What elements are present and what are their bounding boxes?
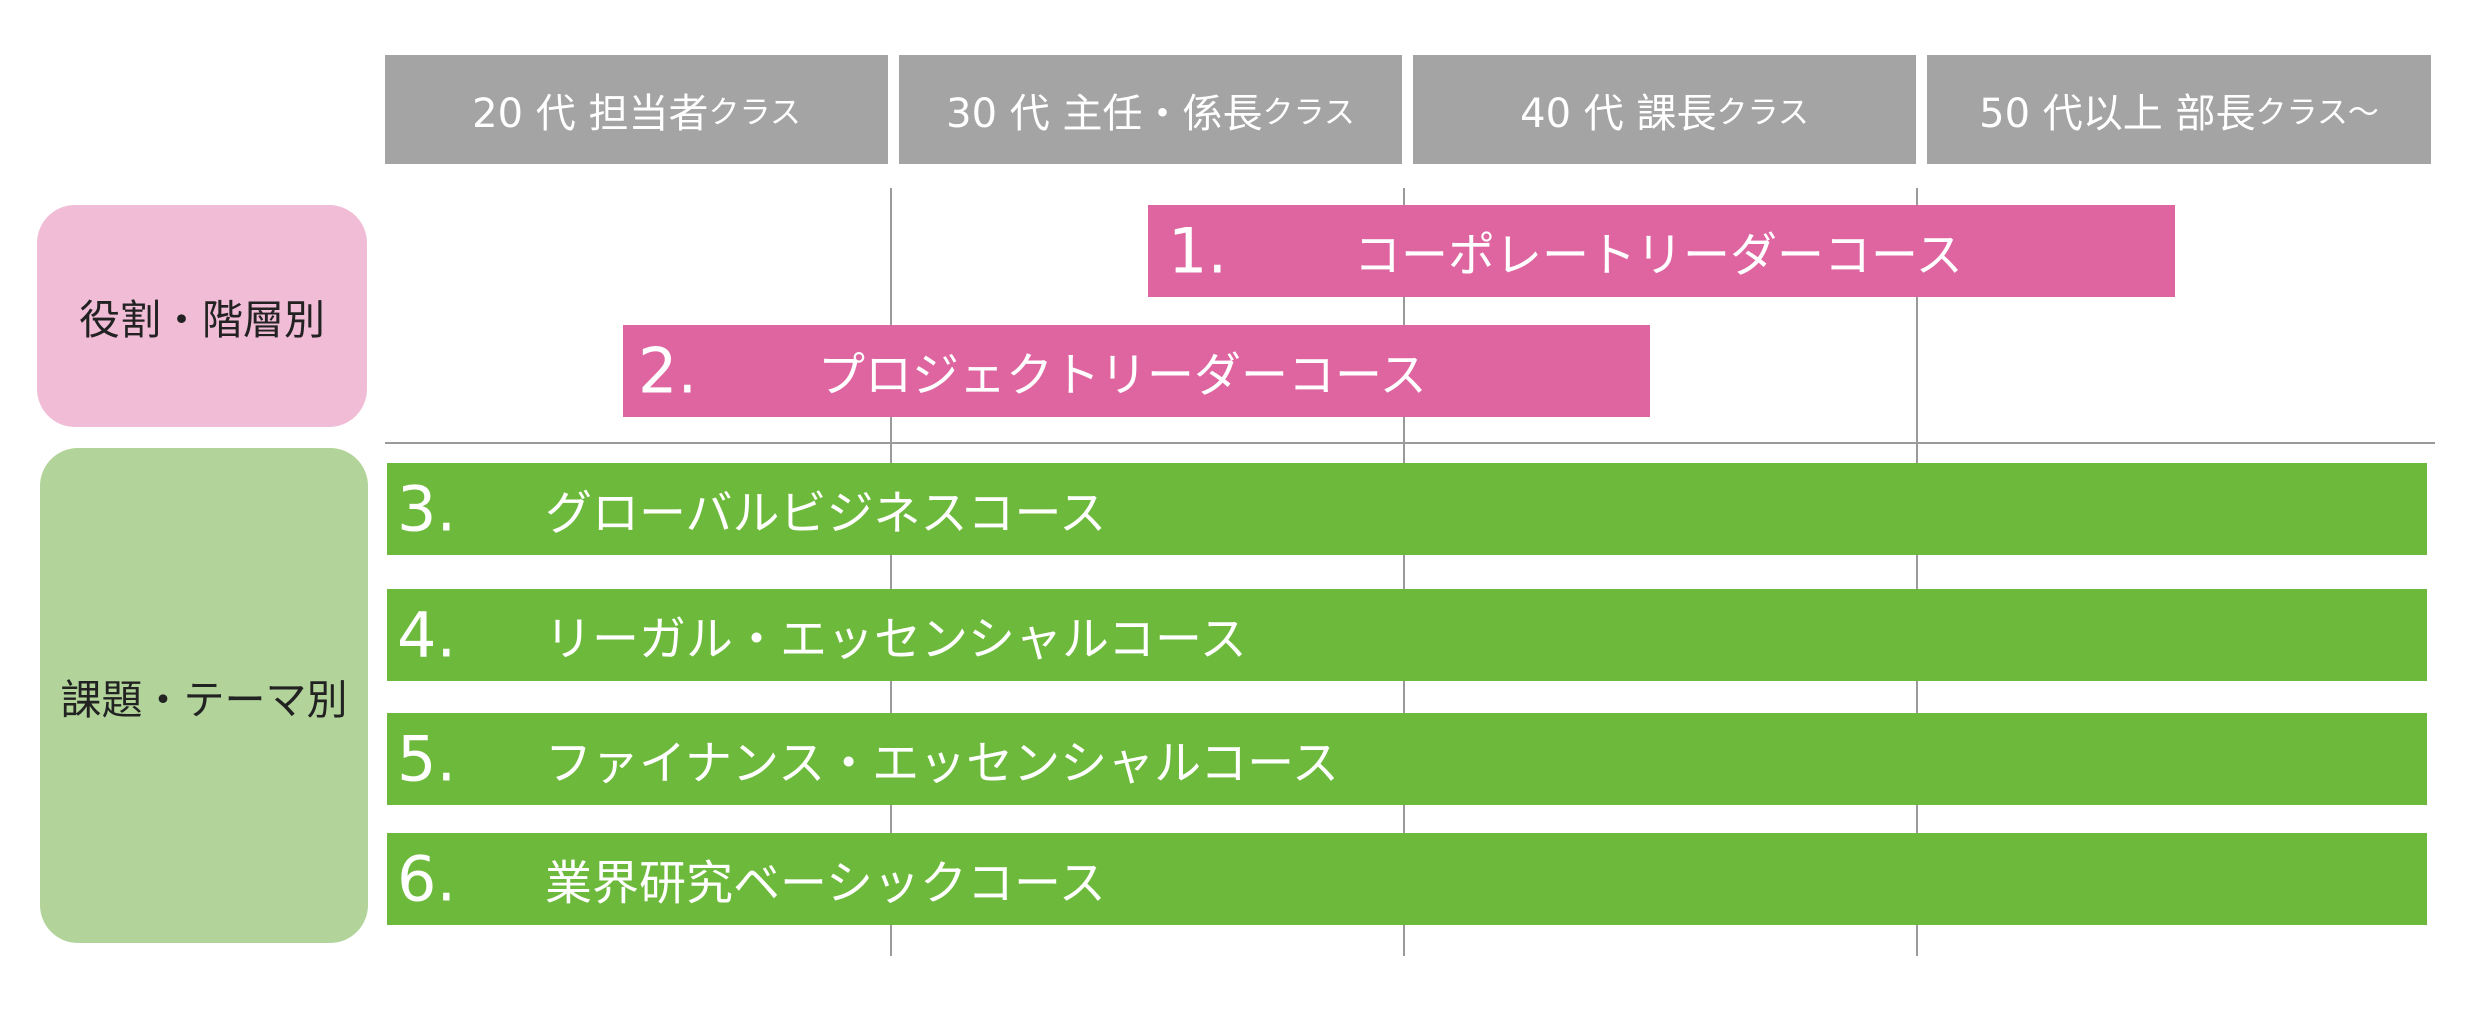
course-number: 2. xyxy=(638,334,698,408)
course-label: グローバルビジネスコース xyxy=(545,486,1107,542)
course-label: 業界研究ベーシックコース xyxy=(545,856,1106,912)
header-cell-20s: 20 代 担当者 クラス xyxy=(385,55,888,164)
header-small-label: クラス xyxy=(1262,95,1355,131)
course-bar-1: 1. コーポレートリーダーコース xyxy=(1148,205,2175,297)
header-main-label: 20 代 担当者 xyxy=(472,90,709,137)
grid-line-vertical xyxy=(1916,188,1918,956)
grid-line-vertical xyxy=(1403,188,1405,956)
course-label: リーガル・エッセンシャルコース xyxy=(545,612,1247,668)
header-main-label: 30 代 主任・係長 xyxy=(946,90,1263,137)
course-number: 3. xyxy=(397,472,457,546)
grid-line-horizontal xyxy=(385,442,2435,444)
header-cell-40s: 40 代 課長 クラス xyxy=(1413,55,1916,164)
course-label: プロジェクトリーダーコース xyxy=(818,348,1427,404)
category-theme: 課題・テーマ別 xyxy=(40,448,368,943)
header-cell-30s: 30 代 主任・係長 クラス xyxy=(899,55,1402,164)
course-label: コーポレートリーダーコース xyxy=(1354,228,1963,284)
header-small-label: クラス〜 xyxy=(2255,95,2379,131)
grid-line-vertical xyxy=(890,188,892,956)
course-number: 4. xyxy=(397,598,457,672)
header-main-label: 50 代以上 部長 xyxy=(1979,90,2256,137)
course-bar-3: 3. グローバルビジネスコース xyxy=(387,463,2427,555)
course-bar-6: 6. 業界研究ベーシックコース xyxy=(387,833,2427,925)
course-number: 6. xyxy=(397,842,457,916)
category-role: 役割・階層別 xyxy=(37,205,367,427)
course-bar-5: 5. ファイナンス・エッセンシャルコース xyxy=(387,713,2427,805)
header-small-label: クラス xyxy=(708,95,801,131)
header-small-label: クラス xyxy=(1716,95,1809,131)
course-number: 1. xyxy=(1168,214,1228,288)
course-bar-4: 4. リーガル・エッセンシャルコース xyxy=(387,589,2427,681)
category-role-label: 役割・階層別 xyxy=(79,296,325,344)
category-theme-label: 課題・テーマ別 xyxy=(60,675,348,724)
header-cell-50s: 50 代以上 部長 クラス〜 xyxy=(1927,55,2431,164)
course-label: ファイナンス・エッセンシャルコース xyxy=(545,736,1339,792)
header-main-label: 40 代 課長 xyxy=(1520,90,1717,137)
course-bar-2: 2. プロジェクトリーダーコース xyxy=(623,325,1650,417)
course-number: 5. xyxy=(397,722,457,796)
